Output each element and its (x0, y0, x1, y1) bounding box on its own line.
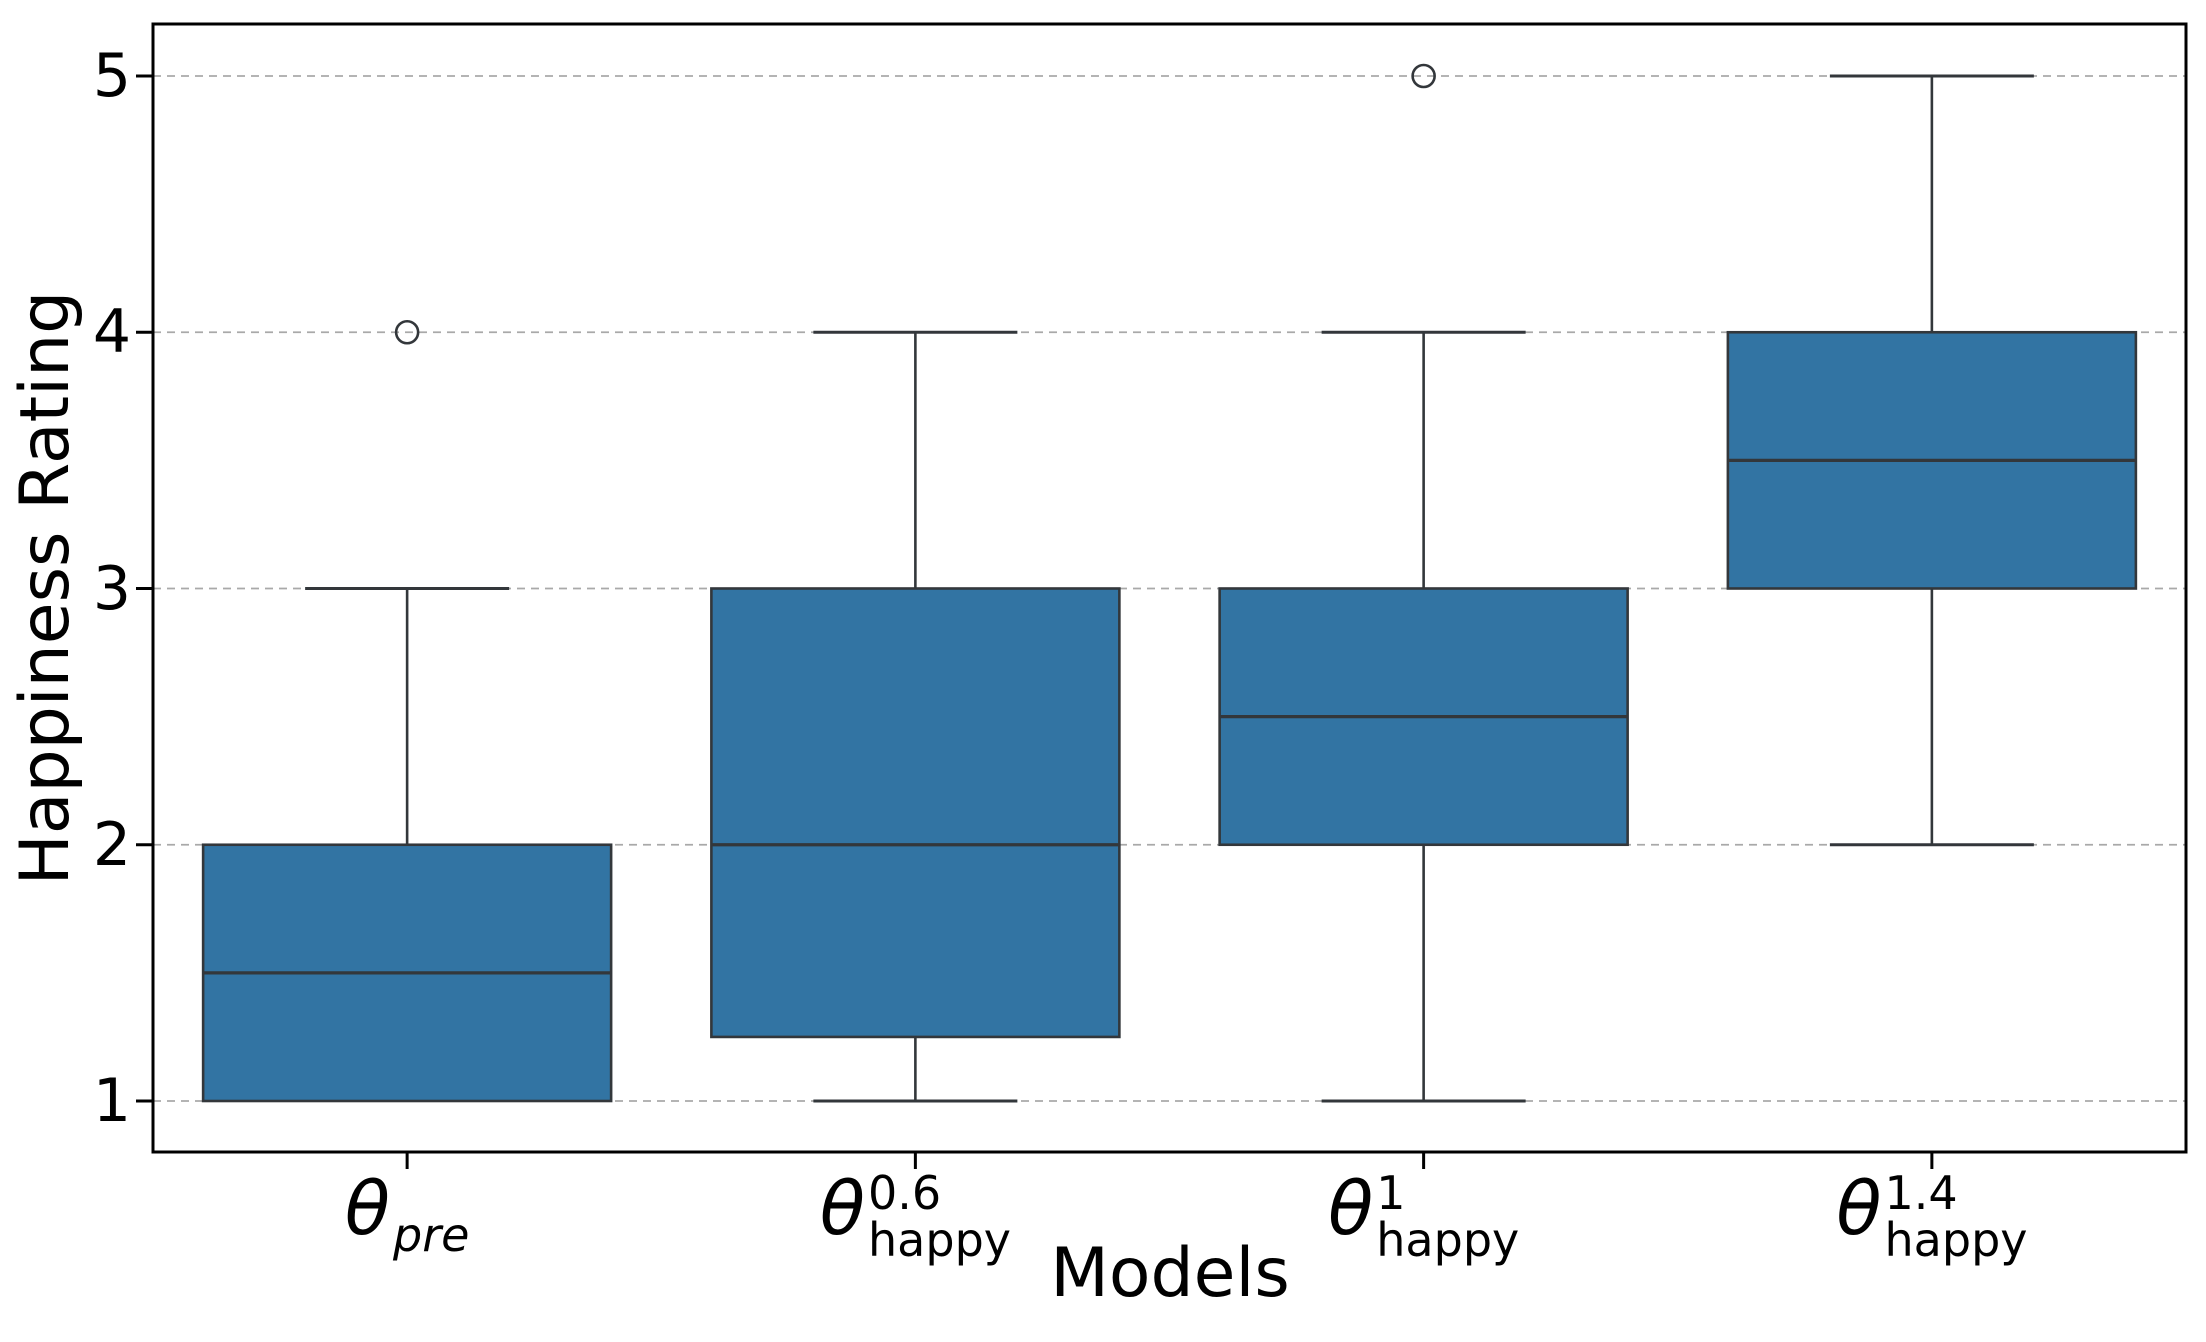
outlier-point (394, 319, 420, 345)
subscript: happy (868, 1212, 1011, 1267)
subscript: happy (1376, 1212, 1520, 1267)
y-axis-title: Happiness Rating (6, 290, 85, 886)
script-stack: 1 happy (1376, 1170, 1519, 1264)
box-group (1218, 63, 1629, 1103)
x-axis-title: Models (1050, 1234, 1290, 1313)
theta-symbol: θ (1836, 1166, 1882, 1252)
x-tick-label: θ 1 happy (1328, 1166, 1519, 1264)
x-tick-label: θ pre (345, 1172, 470, 1259)
subscript: pre (393, 1208, 470, 1262)
y-tick-label: 2 (92, 809, 131, 880)
y-tick-label: 3 (92, 553, 131, 624)
y-tick-label: 4 (92, 297, 131, 368)
box-group (1726, 74, 2138, 847)
subscript: happy (1884, 1212, 2028, 1267)
superscript: 1.4 (1884, 1166, 1958, 1220)
box-group (201, 319, 613, 1103)
theta-symbol: θ (1328, 1166, 1374, 1252)
x-tick-label: θ 0.6 happy (819, 1166, 1011, 1264)
plot-border (151, 22, 2188, 1154)
script-stack: 1.4 happy (1885, 1170, 2028, 1264)
superscript: 0.6 (868, 1166, 942, 1220)
iqr-box (710, 587, 1121, 1039)
y-tick-label: 1 (92, 1066, 131, 1136)
script-stack: pre (393, 1212, 469, 1259)
theta-symbol: θ (344, 1166, 391, 1252)
superscript: 1 (1376, 1166, 1406, 1220)
x-tick-label: θ 1.4 happy (1836, 1166, 2028, 1264)
script-stack: 0.6 happy (868, 1170, 1011, 1264)
outlier-point (1411, 63, 1436, 89)
theta-symbol: θ (819, 1166, 866, 1252)
box-group (710, 330, 1121, 1103)
y-tick-label: 5 (92, 41, 131, 111)
